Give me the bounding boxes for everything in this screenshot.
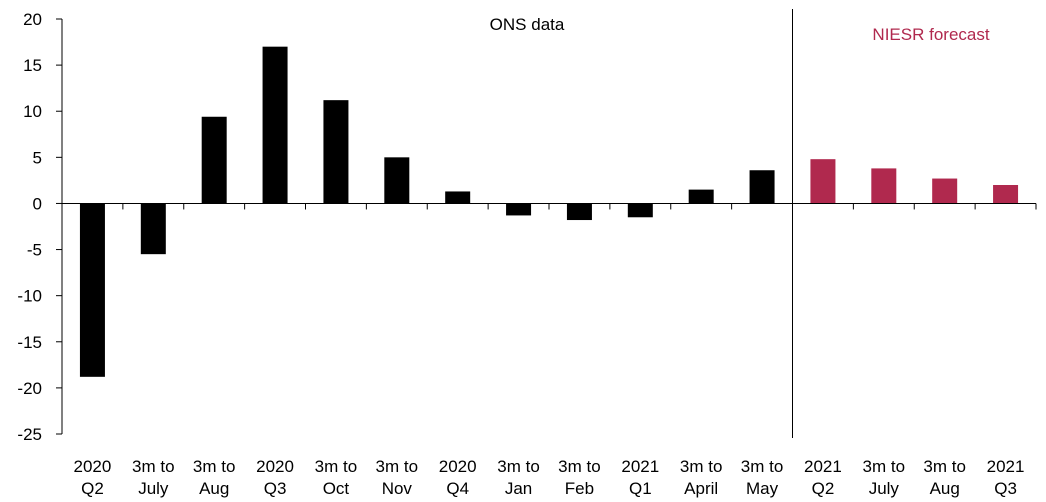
x-category-label: July [869,479,900,498]
x-category-label: April [684,479,718,498]
x-category-label: Q4 [446,479,469,498]
x-category-label: 2020 [256,457,294,476]
x-category-label: Nov [382,479,413,498]
bar-ons [140,203,166,255]
bar-ons [566,203,592,221]
y-tick-label: -20 [17,379,42,398]
x-category-label: 3m to [863,457,906,476]
x-category-label: 3m to [376,457,419,476]
bar-ons [688,189,714,204]
x-category-label: Q2 [812,479,835,498]
x-category-label: 3m to [680,457,723,476]
x-category-label: 3m to [315,457,358,476]
x-category-label: 2020 [74,457,112,476]
y-tick-label: -25 [17,425,42,444]
bars [79,46,1019,377]
bar-ons [506,203,532,216]
x-category-label: 3m to [193,457,236,476]
x-category-label: Jan [505,479,532,498]
y-tick-label: 5 [33,148,42,167]
ons-data-annotation: ONS data [490,15,565,34]
x-category-label: 3m to [497,457,540,476]
y-tick-label: 20 [23,10,42,29]
bar-ons [384,157,410,204]
x-category-label: May [746,479,779,498]
bar-ons [323,100,349,204]
x-category-label: 3m to [923,457,966,476]
y-tick-label: 15 [23,56,42,75]
x-category-label: 2020 [439,457,477,476]
x-axis-ticks [122,203,1037,210]
y-tick-label: 10 [23,102,42,121]
x-category-label: 2021 [987,457,1025,476]
x-category-label: Oct [323,479,350,498]
y-tick-label: -15 [17,333,42,352]
bar-ons [262,46,288,204]
bar-ons [749,170,775,204]
x-category-label: Q3 [994,479,1017,498]
x-category-label: Aug [199,479,229,498]
x-category-label: 2021 [804,457,842,476]
y-axis-ticks: 20 15 10 5 0 -5 -10 -15 -20 -25 [17,10,62,444]
x-category-label: Q1 [629,479,652,498]
bar-ons [79,203,105,377]
x-category-label: 3m to [741,457,784,476]
bar-forecast [810,159,836,204]
x-category-label: Feb [565,479,594,498]
bar-forecast [871,168,897,204]
x-category-label: Q2 [81,479,104,498]
x-category-label: July [138,479,169,498]
bar-ons [445,191,471,204]
y-tick-label: -10 [17,287,42,306]
x-category-label: Aug [930,479,960,498]
niesr-forecast-annotation: NIESR forecast [872,25,989,44]
bar-forecast [993,185,1019,204]
axes [61,9,1036,438]
y-tick-label: 0 [33,194,42,213]
x-category-label: Q3 [264,479,287,498]
x-category-label: 3m to [558,457,601,476]
x-axis-labels: 2020 Q2 3m to July 3m to Aug 2020 Q3 3m to Oct 3m … [74,457,1025,498]
x-category-label: 3m to [132,457,175,476]
bar-ons [201,116,227,204]
bar-forecast [932,178,958,204]
y-tick-label: -5 [27,241,42,260]
x-category-label: 2021 [621,457,659,476]
bar-ons [627,203,653,218]
